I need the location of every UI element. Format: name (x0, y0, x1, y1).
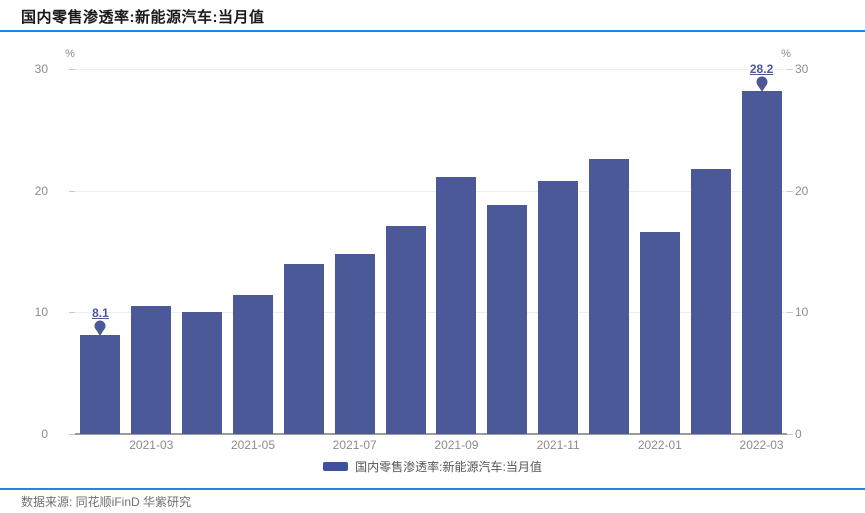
y-axis-tick (69, 434, 75, 435)
y-axis-tick (787, 190, 793, 192)
bar[interactable] (487, 205, 528, 434)
y-tick-label-left: 10 (34, 305, 48, 320)
bar[interactable] (283, 263, 324, 434)
x-tick-label: 2021-11 (536, 438, 580, 452)
y-tick-label-right: 20 (795, 183, 809, 198)
annotation-pin-icon (93, 320, 107, 337)
data-source-note: 数据来源: 同花顺iFinD 华紫研究 (21, 495, 192, 509)
bar[interactable] (741, 90, 782, 434)
bar[interactable] (334, 253, 375, 434)
bar[interactable] (233, 295, 273, 434)
bar[interactable] (131, 306, 172, 434)
y-axis-tick (787, 312, 793, 314)
bar[interactable] (690, 168, 731, 434)
bottom-divider (0, 488, 865, 490)
top-divider (0, 30, 865, 32)
x-tick-label: 2022-01 (637, 438, 682, 452)
gridline (75, 312, 787, 314)
legend-item[interactable]: 国内零售渗透率:新能源汽车:当月值 (0, 457, 865, 475)
bar[interactable] (589, 159, 629, 434)
bar[interactable] (538, 180, 579, 434)
y-tick-label-right: 0 (795, 427, 802, 441)
y-axis-unit-right: % (781, 48, 791, 60)
y-axis-tick (69, 69, 75, 70)
y-tick-label-right: 10 (795, 305, 809, 320)
annotation-value-label: 8.1 (92, 306, 109, 321)
x-tick-label: 2021-09 (434, 438, 479, 452)
y-tick-label-left: 0 (41, 427, 48, 441)
x-axis-line (75, 433, 787, 435)
bar[interactable] (385, 225, 426, 434)
y-axis-tick (69, 312, 75, 314)
annotation-value-label: 28.2 (749, 61, 774, 76)
x-tick-label: 2021-07 (332, 438, 377, 452)
y-axis-unit-left: % (65, 48, 75, 60)
annotation-pin-icon (755, 76, 769, 93)
x-tick-label: 2022-03 (739, 438, 784, 452)
legend-label: 国内零售渗透率:新能源汽车:当月值 (355, 459, 542, 474)
y-axis-tick (787, 434, 793, 435)
gridline (75, 190, 787, 192)
y-tick-label-left: 30 (34, 62, 48, 76)
page-title: 国内零售渗透率:新能源汽车:当月值 (21, 9, 265, 26)
bar[interactable] (182, 312, 223, 434)
x-tick-label: 2021-03 (129, 438, 174, 452)
bar[interactable] (639, 232, 680, 434)
bar-chart-plot-area: 8.1 28.2 (75, 62, 787, 435)
gridline (75, 69, 787, 70)
bar[interactable] (80, 335, 121, 434)
legend-swatch (323, 461, 349, 471)
y-axis-tick (69, 190, 75, 192)
bar[interactable] (436, 177, 477, 434)
y-tick-label-right: 30 (795, 62, 809, 76)
x-tick-label: 2021-05 (230, 438, 276, 452)
y-tick-label-left: 20 (34, 183, 48, 198)
y-axis-tick (787, 69, 793, 70)
